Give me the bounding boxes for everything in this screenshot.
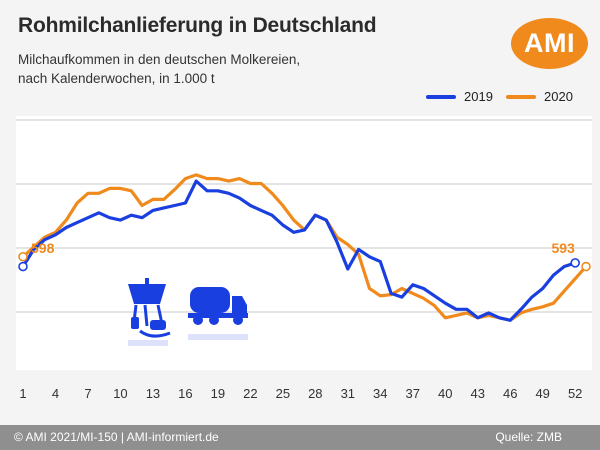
- x-tick-label: 10: [113, 386, 127, 401]
- legend-label-2019: 2019: [464, 89, 493, 104]
- marker-2020-start: [18, 251, 28, 262]
- x-tick-label: 37: [406, 386, 420, 401]
- subtitle-line-2: nach Kalenderwochen, in 1.000 t: [18, 71, 215, 86]
- milking-machine-icon: [128, 278, 171, 346]
- footer-source: Quelle: ZMB: [495, 430, 562, 444]
- x-tick-label: 40: [438, 386, 452, 401]
- legend-item-2019: 2019: [426, 89, 493, 104]
- x-tick-label: 43: [470, 386, 484, 401]
- plot-area: [16, 116, 592, 370]
- marker-2019-end: [570, 258, 580, 268]
- x-tick-label: 1: [19, 386, 26, 401]
- legend-item-2020: 2020: [506, 89, 573, 104]
- x-tick-label: 25: [276, 386, 290, 401]
- x-tick-label: 49: [535, 386, 549, 401]
- legend-swatch-2019: [426, 94, 456, 99]
- legend-swatch-2020: [506, 94, 536, 99]
- milk-tanker-truck-icon: [188, 287, 248, 340]
- x-tick-label: 13: [146, 386, 160, 401]
- line-chart: 1 4 7 10 13 16 19 22 25 28 31 34 37 40 43 46 49 52 598 593: [16, 116, 592, 401]
- ami-logo: AMI: [511, 18, 588, 69]
- x-tick-label: 28: [308, 386, 322, 401]
- x-tick-label: 52: [568, 386, 582, 401]
- x-tick-label: 31: [341, 386, 355, 401]
- series-line-2019: [21, 179, 577, 322]
- legend-label-2020: 2020: [544, 89, 573, 104]
- subtitle-line-1: Milchaufkommen in den deutschen Molkerei…: [18, 52, 301, 67]
- x-tick-label: 46: [503, 386, 517, 401]
- chart-subtitle: Milchaufkommen in den deutschen Molkerei…: [18, 50, 418, 88]
- x-tick-label: 22: [243, 386, 257, 401]
- marker-2020-end: [581, 261, 591, 272]
- marker-2019-start: [18, 261, 28, 272]
- x-tick-label: 34: [373, 386, 387, 401]
- x-tick-label: 7: [84, 386, 91, 401]
- annotation-2019-end: 593: [551, 240, 575, 256]
- footer-copyright: © AMI 2021/MI-150 | AMI-informiert.de: [14, 430, 219, 444]
- x-tick-label: 19: [211, 386, 225, 401]
- x-tick-label: 16: [178, 386, 192, 401]
- chart-title: Rohmilchanlieferung in Deutschland: [18, 14, 377, 37]
- footer-bar: © AMI 2021/MI-150 | AMI-informiert.de Qu…: [0, 425, 600, 450]
- x-tick-label: 4: [52, 386, 59, 401]
- annotation-2020-start: 598: [31, 240, 55, 256]
